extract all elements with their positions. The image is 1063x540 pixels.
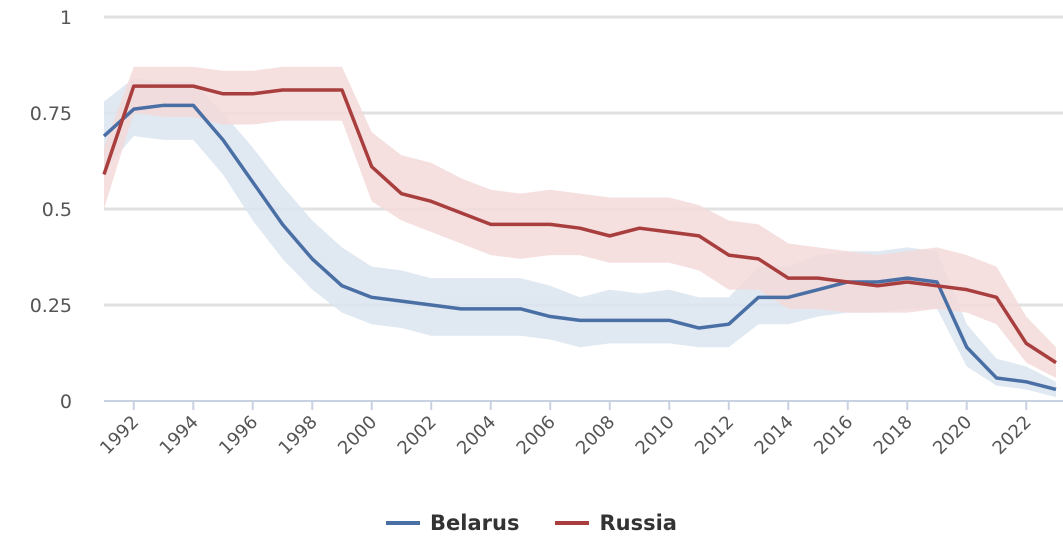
x-tick-label: 2016 [810,412,857,459]
legend-label-russia: Russia [599,511,677,535]
y-tick-label: 0.5 [42,199,72,221]
x-tick-label: 2018 [870,412,917,459]
x-tick-label: 2020 [929,412,976,459]
y-tick-label: 1 [60,7,72,29]
y-tick-label: 0.25 [30,295,72,317]
x-tick-label: 1998 [275,412,322,459]
line-chart: 0 0.25 0.5 0.75 1 1992 1994 1996 1998 2000 2002 20… [30,7,1063,459]
confidence-bands [104,66,1056,398]
legend: Belarus Russia [0,511,1063,535]
x-tick-label: 1996 [215,412,262,459]
x-tick-label: 2000 [334,412,381,459]
legend-item-belarus[interactable]: Belarus [386,511,519,535]
x-axis-ticks: 1992 1994 1996 1998 2000 2002 2004 2006 2008 2010… [96,401,1036,459]
x-tick-label: 2006 [513,412,560,459]
series-lines [102,84,1057,392]
y-axis-ticks: 0 0.25 0.5 0.75 1 [30,7,72,413]
x-tick-label: 2022 [989,412,1036,459]
legend-label-belarus: Belarus [430,511,520,535]
x-tick-label: 1992 [96,412,143,459]
x-tick-label: 2008 [572,412,619,459]
y-tick-label: 0 [60,391,72,413]
legend-item-russia[interactable]: Russia [555,511,677,535]
y-tick-label: 0.75 [30,103,72,125]
legend-swatch-belarus [386,521,421,525]
x-tick-label: 2014 [751,412,798,459]
x-tick-label: 2004 [453,412,500,459]
x-tick-label: 1994 [156,412,203,459]
x-tick-label: 2012 [691,412,738,459]
band-russia [104,66,1056,378]
x-tick-label: 2002 [394,412,441,459]
x-tick-label: 2010 [632,412,679,459]
legend-swatch-russia [555,521,590,525]
